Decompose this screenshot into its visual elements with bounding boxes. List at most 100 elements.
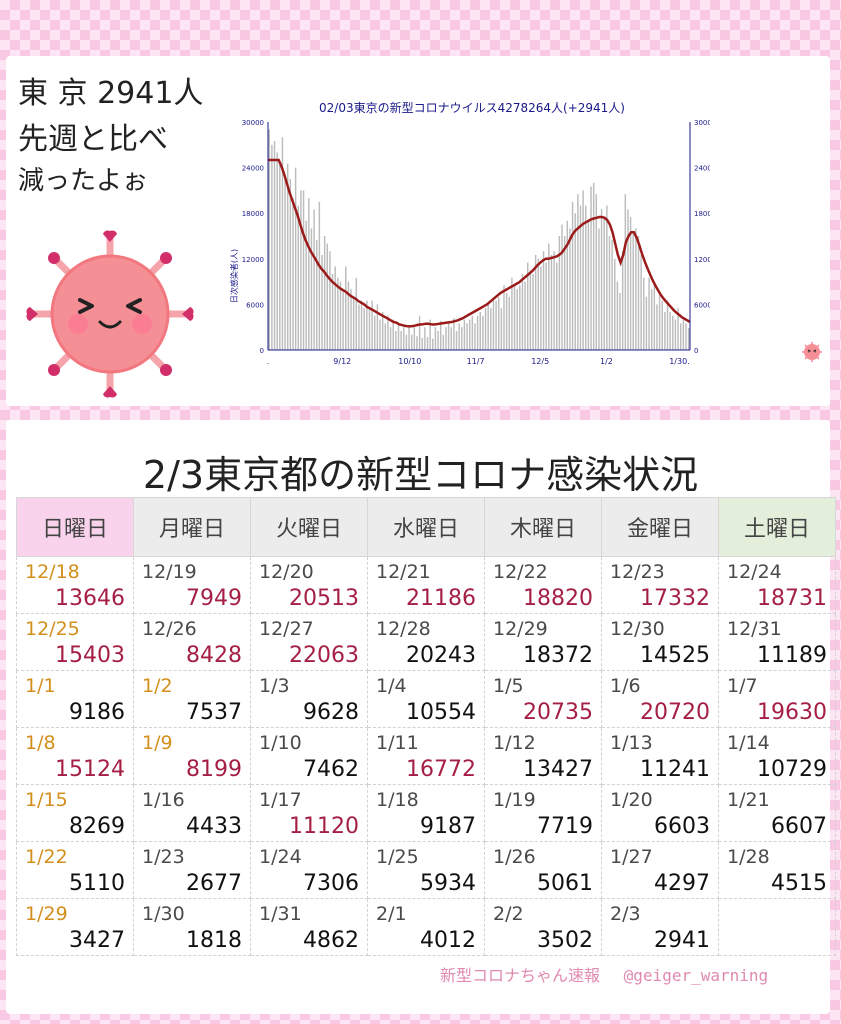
- chart-bar: [437, 331, 439, 350]
- chart-bar: [664, 312, 666, 350]
- chart-bar: [511, 277, 513, 350]
- chart-svg: 02/03東京の新型コロナウイルス4278264人(+2941人) 日次感染者(…: [229, 100, 710, 366]
- cell-count: 18820: [523, 586, 593, 611]
- table-cell: 1/28 4515: [718, 841, 836, 899]
- chart-y-tick-label-right: 24000: [694, 165, 710, 173]
- chart-bar: [595, 194, 598, 350]
- cell-date: 2/3: [610, 903, 641, 925]
- table-cell: 1/1 9186: [16, 670, 134, 728]
- table-cell: 1/21 6607: [718, 784, 836, 842]
- table-cell: 2/1 4012: [367, 898, 485, 956]
- chart-bar: [297, 205, 299, 350]
- cell-date: 12/21: [376, 561, 431, 583]
- chart-bar: [400, 331, 402, 350]
- chart-y-tick-label-right: 0: [694, 347, 698, 355]
- cell-date: 2/1: [376, 903, 407, 925]
- chart-bar: [286, 163, 289, 350]
- chart-bar: [577, 194, 579, 350]
- cell-count: 5061: [537, 871, 593, 896]
- table-cell: 1/27 4297: [601, 841, 719, 899]
- cell-date: 12/24: [727, 561, 782, 583]
- cell-date: 12/28: [376, 618, 431, 640]
- header-sunday: 日曜日: [16, 497, 134, 557]
- cell-date: 12/19: [142, 561, 197, 583]
- cell-count: 20243: [406, 643, 476, 668]
- cell-date: 2/2: [493, 903, 524, 925]
- cell-count: 20513: [289, 586, 359, 611]
- table-cell: [718, 898, 836, 956]
- chart-bar: [276, 152, 278, 350]
- chart-bar: [300, 190, 302, 350]
- chart-bar: [432, 338, 434, 350]
- chart-bar: [316, 239, 318, 350]
- chart-bar: [672, 315, 674, 350]
- chart-bar: [550, 255, 553, 350]
- chart-bar: [674, 319, 677, 350]
- cell-count: 18372: [523, 643, 593, 668]
- chart-bar: [466, 323, 468, 350]
- chart-bar: [392, 319, 394, 350]
- header-friday: 金曜日: [601, 497, 719, 557]
- cell-count: 13427: [523, 757, 593, 782]
- chart-bar: [403, 327, 405, 350]
- cell-count: 10554: [406, 700, 476, 725]
- cell-count: 3502: [537, 928, 593, 953]
- chart-y-tick-label-right: 12000: [694, 256, 710, 264]
- chart-bar: [611, 239, 613, 350]
- chart-y-tick-label-right: 18000: [694, 210, 710, 218]
- chart-bar: [416, 336, 418, 350]
- cell-date: 12/20: [259, 561, 314, 583]
- speech-bubble-tail: [80, 200, 112, 222]
- cell-date: 12/27: [259, 618, 314, 640]
- table-cell: 1/5 20735: [484, 670, 602, 728]
- cell-count: 4297: [654, 871, 710, 896]
- chart-bar: [490, 308, 492, 350]
- chart-bar: [363, 308, 365, 350]
- cell-date: 12/30: [610, 618, 665, 640]
- cell-date: 1/6: [610, 675, 641, 697]
- chart-bar: [661, 300, 663, 350]
- cell-count: 8199: [186, 757, 242, 782]
- table-cell: 1/13 11241: [601, 727, 719, 785]
- virus-mascot-icon: [26, 230, 194, 398]
- chart-bar: [434, 327, 437, 350]
- cell-date: 1/31: [259, 903, 302, 925]
- cell-count: 4862: [303, 928, 359, 953]
- chart-bar: [534, 255, 537, 350]
- cell-count: 9628: [303, 700, 359, 725]
- chart-y-tick-label-right: 6000: [694, 301, 710, 309]
- speech-bubble: 東 京 2941人 先週と比べ 減ったよぉ: [8, 58, 203, 208]
- chart-bar: [471, 315, 474, 350]
- chart-bar: [645, 296, 648, 350]
- chart-bar: [658, 293, 661, 350]
- cell-count: 7306: [303, 871, 359, 896]
- cell-count: 5110: [69, 871, 125, 896]
- cell-count: 4012: [420, 928, 476, 953]
- chart-bar: [410, 334, 413, 350]
- chart-bar: [648, 277, 650, 350]
- chart-x-tick-label: 10/10: [398, 357, 421, 366]
- cell-date: 1/4: [376, 675, 407, 697]
- chart-bar: [474, 323, 476, 350]
- chart-bar: [305, 220, 307, 350]
- cell-date: 1/16: [142, 789, 185, 811]
- cell-count: 17332: [640, 586, 710, 611]
- chart-bar: [389, 327, 392, 350]
- cell-count: 11241: [640, 757, 710, 782]
- chart-bar: [487, 304, 489, 350]
- bubble-line-3: 減ったよぉ: [18, 166, 149, 196]
- chart-bar: [271, 144, 273, 350]
- cell-date: 1/23: [142, 846, 185, 868]
- chart-bar: [442, 334, 445, 350]
- table-cell: 1/8 15124: [16, 727, 134, 785]
- chart-title: 02/03東京の新型コロナウイルス4278264人(+2941人): [319, 100, 625, 115]
- chart-bar: [337, 277, 339, 350]
- chart-bar: [384, 323, 387, 350]
- cell-count: 8269: [69, 814, 125, 839]
- chart-bar: [585, 205, 587, 350]
- chart-x-tick-label: 9/12: [333, 357, 351, 366]
- chart-bar: [627, 209, 629, 350]
- chart-bar: [516, 289, 518, 350]
- chart-bar: [342, 289, 344, 350]
- cell-date: 1/28: [727, 846, 770, 868]
